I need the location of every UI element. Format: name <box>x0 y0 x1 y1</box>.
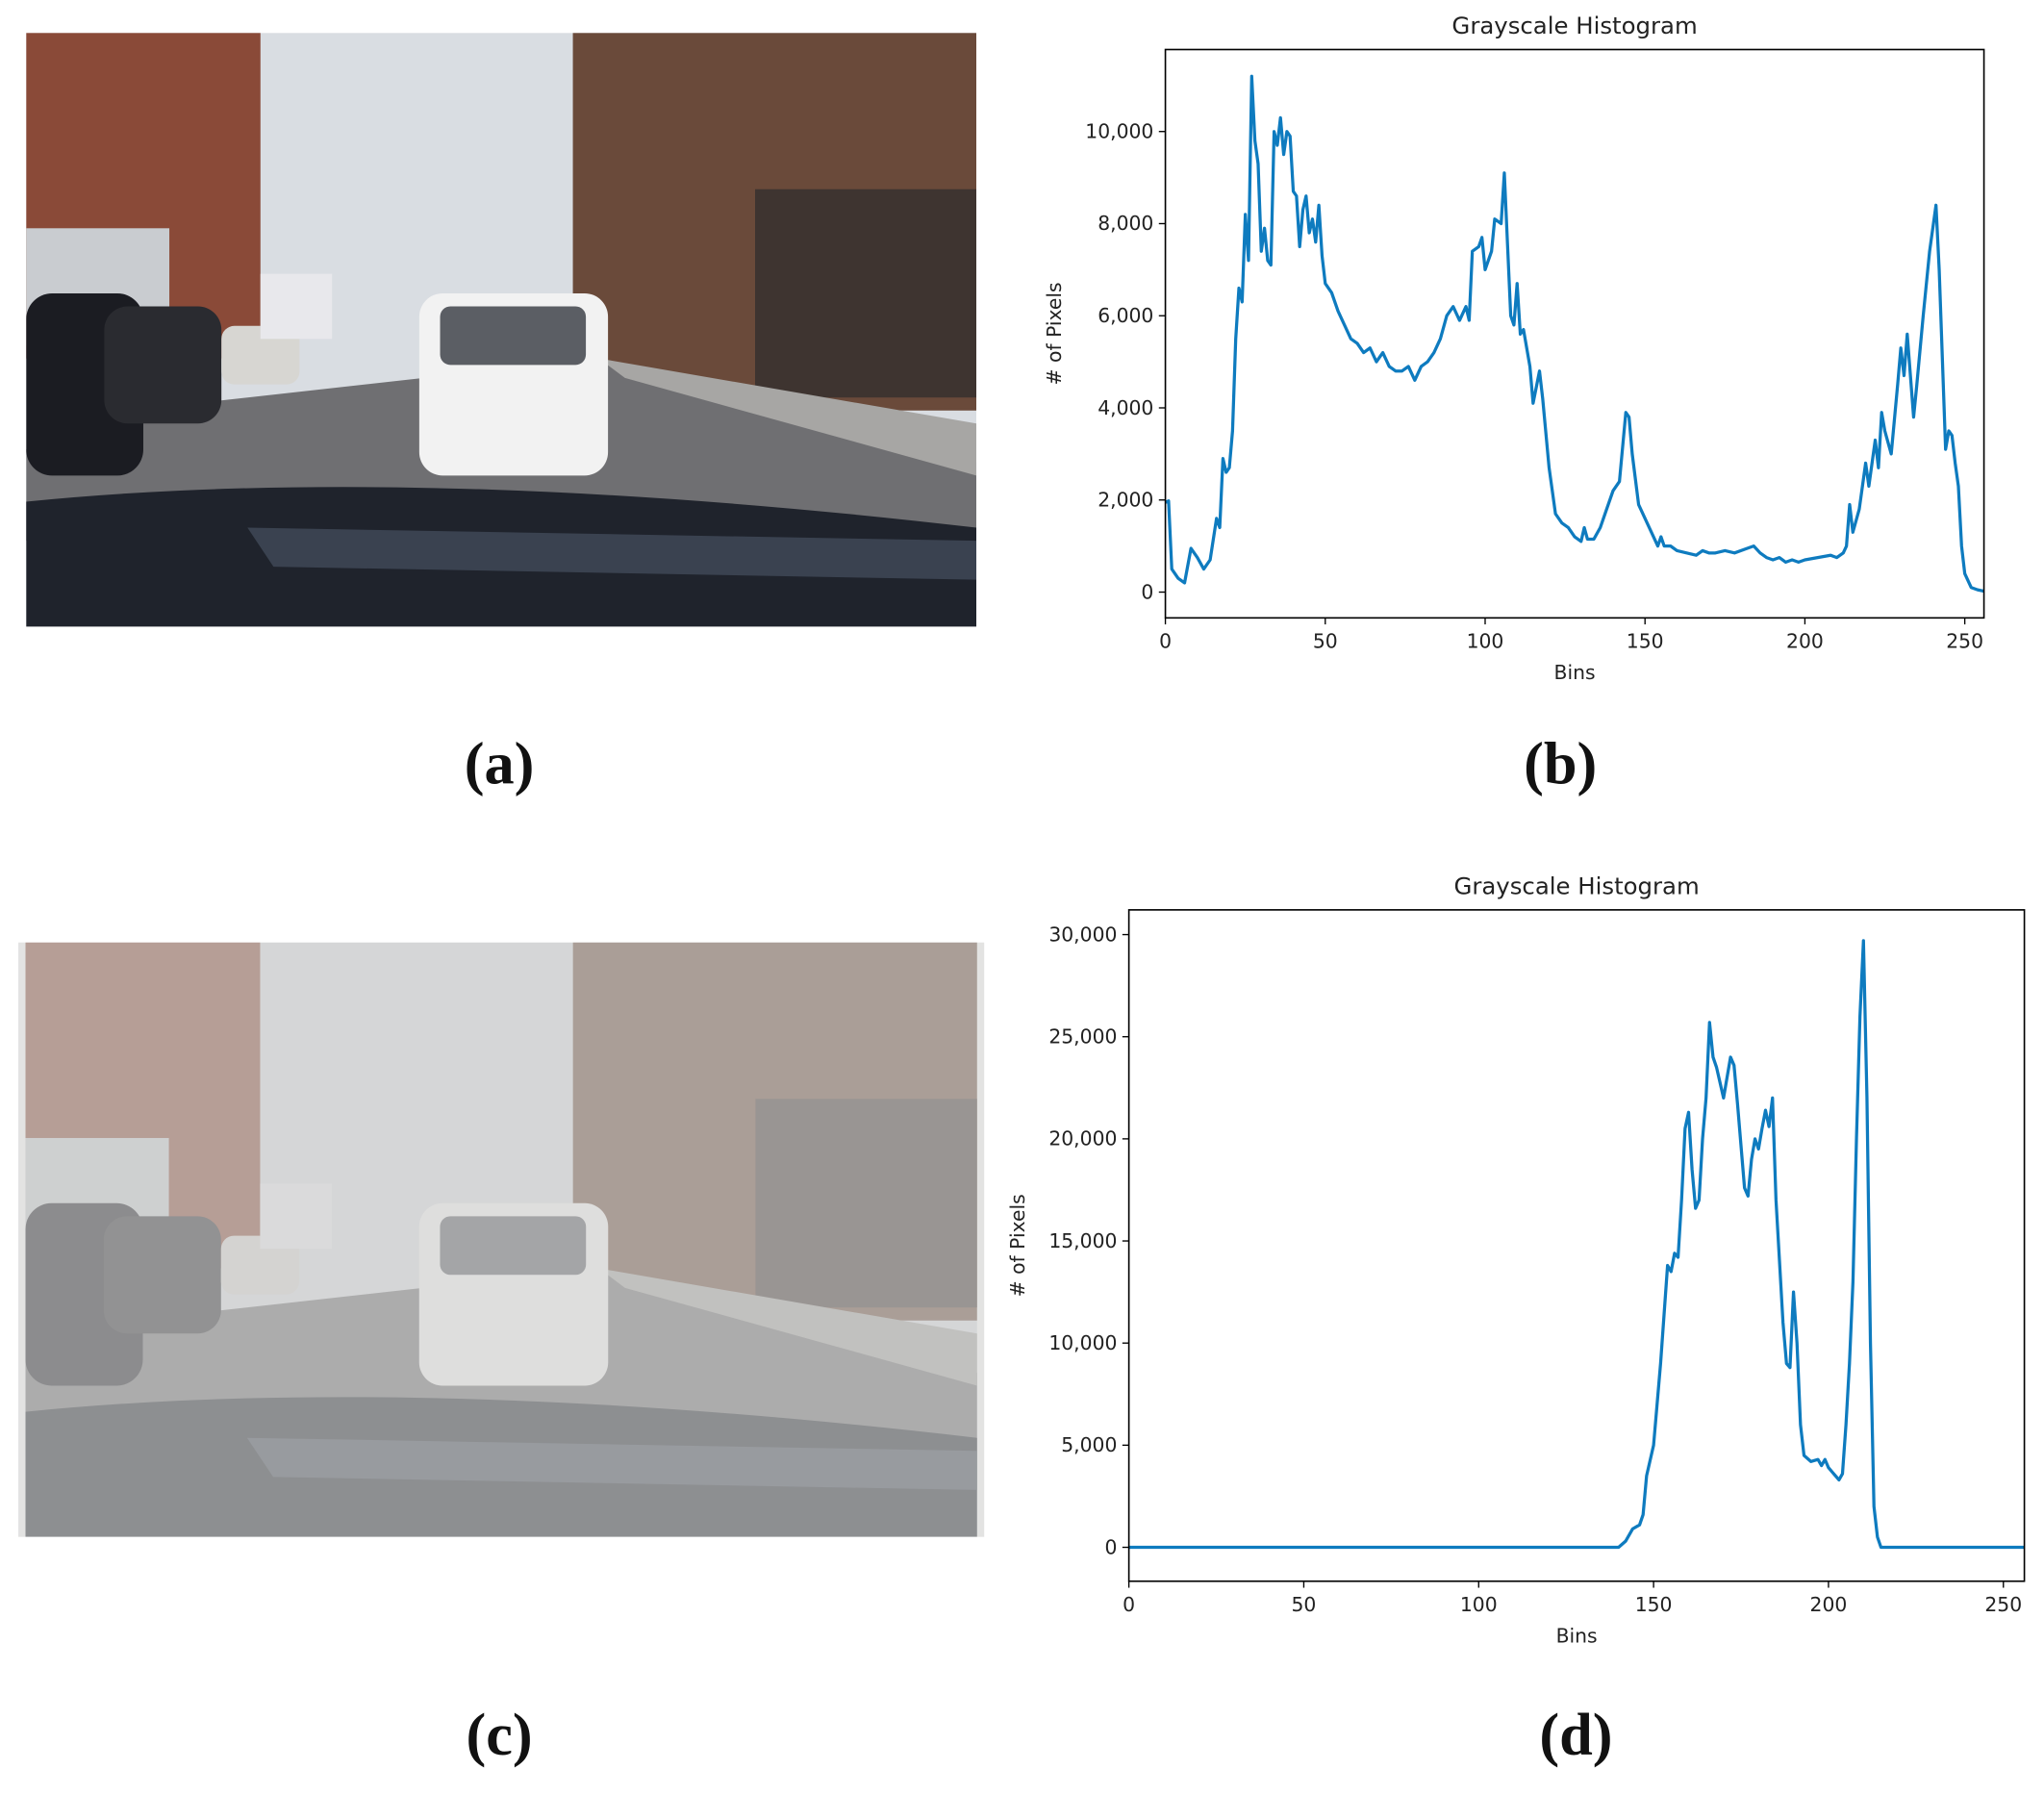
y-tick-label: 5,000 <box>1061 1433 1117 1456</box>
y-tick-label: 10,000 <box>1085 119 1153 142</box>
x-tick-label: 250 <box>1946 629 1983 652</box>
y-tick-label: 0 <box>1141 580 1153 603</box>
x-tick-label: 200 <box>1786 629 1824 652</box>
y-tick-label: 15,000 <box>1048 1229 1117 1252</box>
y-tick-label: 25,000 <box>1048 1024 1117 1048</box>
x-tick-label: 150 <box>1635 1593 1673 1616</box>
y-axis-label: # of Pixels <box>1043 282 1066 385</box>
x-tick-label: 50 <box>1313 629 1338 652</box>
histogram-line <box>1164 74 1984 594</box>
y-tick-label: 10,000 <box>1048 1331 1117 1354</box>
x-tick-label: 250 <box>1984 1593 2022 1616</box>
x-tick-label: 0 <box>1159 629 1172 652</box>
chart-title: Grayscale Histogram <box>1451 12 1697 39</box>
chart: Grayscale Histogram Bins # of Pixels 0 50 100… <box>1043 12 1985 684</box>
y-tick-label: 2,000 <box>1098 489 1153 512</box>
histogram-line <box>1128 939 2025 1550</box>
panel-caption: (d) <box>1539 1702 1612 1768</box>
y-tick-label: 8,000 <box>1098 212 1153 235</box>
panel-caption: (b) <box>1524 730 1597 796</box>
x-tick-label: 50 <box>1292 1593 1317 1616</box>
y-tick-label: 4,000 <box>1098 396 1153 419</box>
x-tick-label: 200 <box>1810 1593 1848 1616</box>
x-tick-label: 0 <box>1123 1593 1135 1616</box>
x-tick-label: 100 <box>1467 629 1504 652</box>
panel-caption: (a) <box>465 730 535 796</box>
plot-frame <box>1127 909 2026 1582</box>
plot-frame <box>1164 48 1985 619</box>
chart: Grayscale Histogram Bins # of Pixels 0 50 100… <box>1006 872 2026 1647</box>
photo-original <box>26 33 977 627</box>
x-tick-label: 100 <box>1460 1593 1498 1616</box>
y-tick-label: 6,000 <box>1098 304 1153 327</box>
x-tick-label: 150 <box>1627 629 1664 652</box>
x-axis-label: Bins <box>1556 1624 1598 1647</box>
panel-caption: (c) <box>467 1702 533 1768</box>
photo-hazy <box>18 942 985 1537</box>
y-tick-label: 0 <box>1104 1535 1117 1558</box>
chart-title: Grayscale Histogram <box>1453 872 1699 900</box>
y-tick-label: 30,000 <box>1048 923 1117 946</box>
x-axis-label: Bins <box>1554 661 1596 684</box>
y-tick-label: 20,000 <box>1048 1127 1117 1150</box>
y-axis-label: # of Pixels <box>1006 1194 1029 1297</box>
